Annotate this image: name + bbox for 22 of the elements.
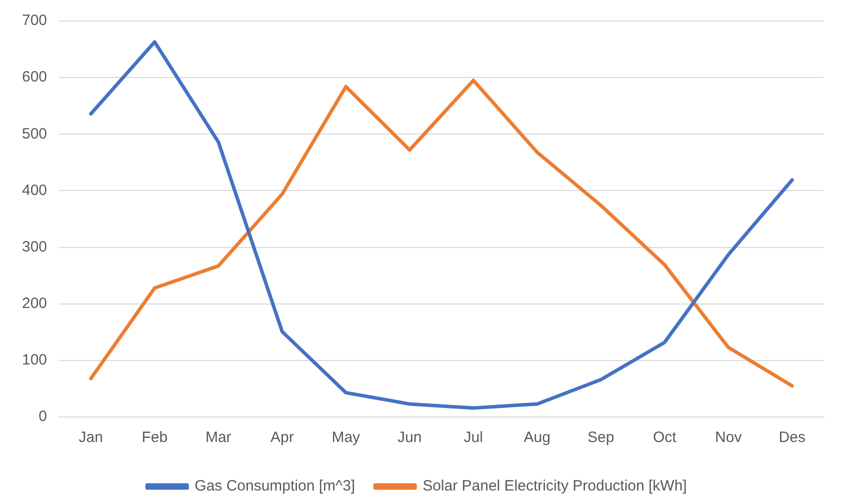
x-tick-label: Aug [524,429,550,446]
x-tick-label: Jan [78,429,103,446]
legend-label: Gas Consumption [m^3] [194,478,356,495]
y-tick-label: 400 [22,182,48,199]
x-tick-label: Mar [205,429,232,446]
y-tick-label: 100 [22,352,48,369]
x-tick-label: Oct [652,429,678,446]
x-tick-label: Jul [464,429,483,446]
y-tick-label: 200 [22,295,48,312]
y-tick-label: 600 [22,68,48,86]
y-tick-label: 0 [38,408,48,426]
y-tick-label: 500 [22,125,48,142]
x-tick-label: Sep [588,429,614,446]
x-tick-label: Des [778,429,806,446]
y-tick-label: 300 [22,238,48,256]
x-tick-label: Jun [398,429,422,446]
x-tick-label: Feb [142,429,168,446]
x-tick-label: Apr [270,429,294,446]
x-tick-label: Nov [715,429,742,446]
legend-label: Solar Panel Electricity Production [kWh] [422,478,687,495]
x-tick-label: May [332,429,361,446]
y-tick-label: 700 [22,12,48,30]
